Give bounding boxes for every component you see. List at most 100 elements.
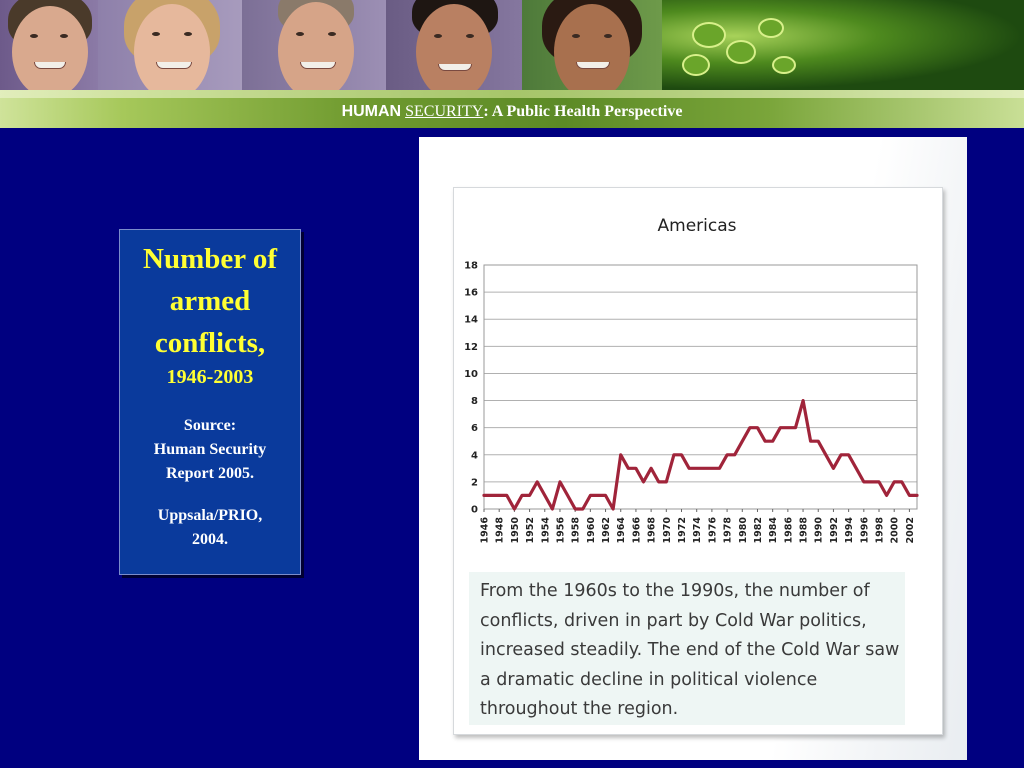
source-line: Report 2005. xyxy=(166,465,254,482)
x-tick-label: 1990 xyxy=(814,517,825,544)
y-tick-label: 14 xyxy=(464,315,478,326)
plot-border xyxy=(483,264,918,510)
data-point xyxy=(566,494,569,497)
data-point xyxy=(520,494,524,497)
y-tick-label: 16 xyxy=(464,288,478,299)
data-point xyxy=(505,494,508,497)
header-title: HUMAN SECURITY: A Public Health Perspect… xyxy=(0,101,1024,123)
x-tick-label: 1998 xyxy=(875,517,886,544)
data-point xyxy=(703,467,706,470)
x-tick-label: 1982 xyxy=(753,517,764,543)
data-point xyxy=(824,453,828,456)
data-point xyxy=(832,467,835,470)
data-point xyxy=(573,507,577,511)
header-green-bar xyxy=(0,90,1024,128)
x-tick-label: 1986 xyxy=(783,517,794,544)
y-tick-label: 12 xyxy=(464,342,478,353)
data-point xyxy=(695,467,698,470)
data-point xyxy=(558,480,562,484)
x-tick-label: 1996 xyxy=(859,517,870,544)
source-line: 2004. xyxy=(192,531,228,548)
x-tick-label: 1948 xyxy=(495,517,506,544)
data-point xyxy=(604,494,607,497)
data-point xyxy=(535,480,539,484)
portrait-photo xyxy=(0,0,98,90)
caption-box xyxy=(469,572,905,725)
data-point xyxy=(763,440,767,443)
data-point xyxy=(718,467,721,470)
info-title: Number of armed conflicts, xyxy=(120,238,300,364)
y-tick-label: 18 xyxy=(464,261,478,272)
data-point xyxy=(634,467,638,470)
header-title-human: HUMAN xyxy=(341,103,402,120)
data-point xyxy=(627,467,630,470)
info-title-line: conflicts, xyxy=(154,327,266,359)
x-tick-label: 1950 xyxy=(510,517,521,544)
data-point xyxy=(672,453,676,456)
data-point xyxy=(642,480,645,484)
info-source-secondary: Uppsala/PRIO, 2004. xyxy=(120,504,300,552)
info-title-line: Number of xyxy=(143,243,277,275)
y-tick-label: 6 xyxy=(471,423,478,434)
source-label: Source: xyxy=(183,417,237,434)
data-point xyxy=(482,494,486,497)
y-tick-label: 4 xyxy=(471,450,478,461)
data-point xyxy=(733,453,736,456)
x-tick-label: 1984 xyxy=(768,517,779,544)
data-point xyxy=(915,494,919,497)
x-tick-label: 1958 xyxy=(571,517,582,544)
x-tick-label: 1988 xyxy=(799,517,810,544)
y-tick-label: 2 xyxy=(471,477,478,488)
x-tick-label: 1962 xyxy=(601,517,612,543)
portrait-photo xyxy=(522,0,662,90)
data-point xyxy=(809,440,812,443)
x-tick-label: 1954 xyxy=(540,517,551,544)
data-point xyxy=(771,440,774,443)
header-title-security: SECURITY xyxy=(405,103,484,120)
x-tick-label: 2000 xyxy=(890,517,901,544)
x-tick-label: 1980 xyxy=(738,517,749,544)
x-tick-label: 1978 xyxy=(723,517,734,544)
data-point xyxy=(611,507,615,511)
x-tick-label: 1976 xyxy=(707,517,718,544)
x-tick-label: 1968 xyxy=(647,517,658,544)
x-tick-label: 1956 xyxy=(555,517,566,544)
data-point xyxy=(581,507,584,511)
data-point xyxy=(619,453,622,456)
portrait-photo xyxy=(98,0,242,90)
data-point xyxy=(528,494,531,497)
x-tick-label: 1964 xyxy=(616,517,627,544)
data-point xyxy=(862,480,866,484)
source-line: Human Security xyxy=(153,441,267,458)
header-banner: HUMAN SECURITY: A Public Health Perspect… xyxy=(0,0,1024,128)
data-point xyxy=(680,453,683,456)
portrait-photo xyxy=(386,0,522,90)
data-point xyxy=(513,507,516,511)
y-tick-label: 8 xyxy=(471,396,478,407)
series-line xyxy=(482,399,919,511)
data-point xyxy=(900,480,904,484)
x-tick-label: 1966 xyxy=(631,517,642,544)
data-point xyxy=(786,426,790,429)
data-point xyxy=(870,480,873,484)
x-tick-label: 1972 xyxy=(677,517,688,543)
info-box: Number of armed conflicts, 1946-2003 Sou… xyxy=(119,229,301,575)
x-tick-label: 1960 xyxy=(586,517,597,544)
data-point xyxy=(741,440,744,443)
data-point xyxy=(908,494,911,497)
x-tick-label: 1946 xyxy=(480,517,491,544)
data-point xyxy=(839,453,843,456)
data-point xyxy=(665,480,668,484)
portrait-photo xyxy=(242,0,386,90)
header-photo-strip xyxy=(0,0,1024,90)
data-point xyxy=(551,507,554,511)
data-point xyxy=(596,494,600,497)
data-point xyxy=(710,467,714,470)
y-tick-label: 0 xyxy=(471,505,478,516)
x-tick-label: 2002 xyxy=(905,517,916,543)
data-point xyxy=(490,494,493,497)
data-point xyxy=(497,494,501,497)
source-line: Uppsala/PRIO, xyxy=(157,507,263,524)
info-years: 1946-2003 xyxy=(166,366,254,388)
header-title-subtitle: : A Public Health Perspective xyxy=(483,103,683,120)
